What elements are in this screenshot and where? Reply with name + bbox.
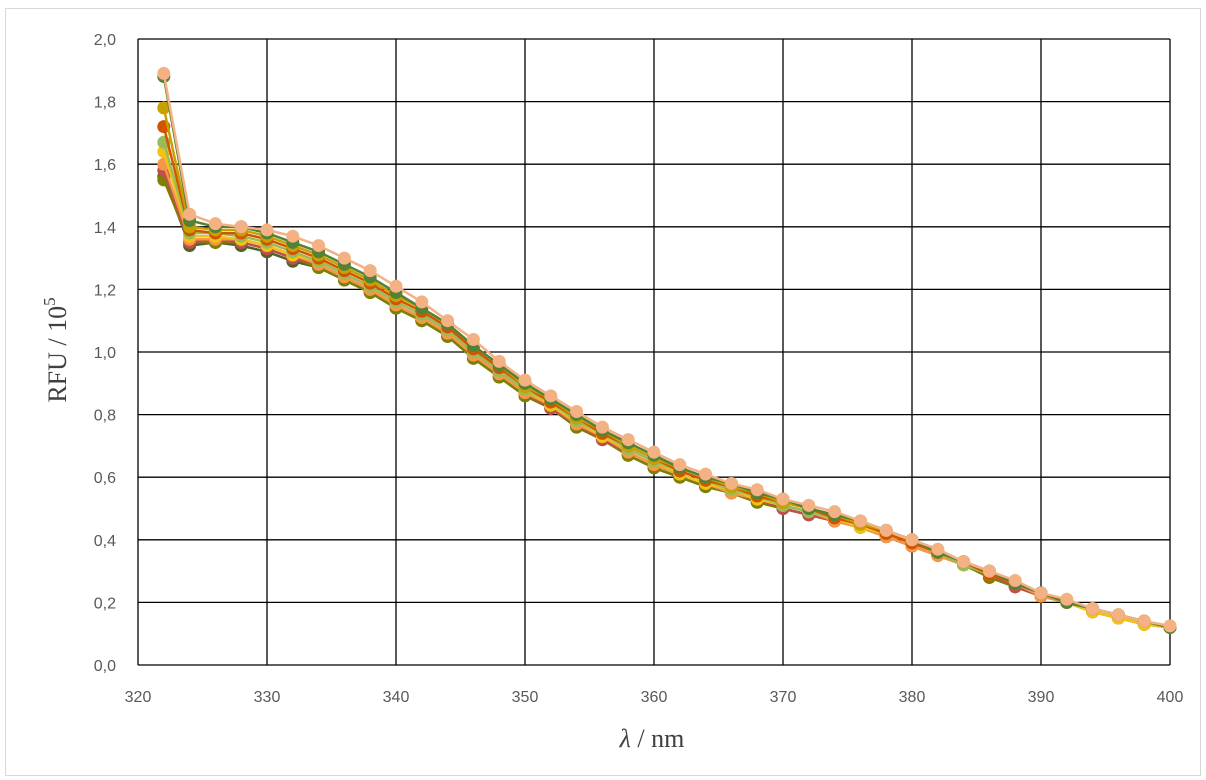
series-7 — [157, 120, 1177, 634]
data-point — [337, 251, 351, 265]
x-tick-label: 330 — [254, 689, 281, 706]
data-point — [724, 476, 738, 490]
x-tick-label: 390 — [1028, 689, 1055, 706]
x-tick-labels: 320 330 340 350 360 370 380 390 400 — [125, 689, 1184, 706]
data-point — [157, 66, 171, 80]
x-tick-label: 400 — [1157, 689, 1184, 706]
data-point — [492, 354, 506, 368]
data-point — [699, 467, 713, 481]
data-point — [312, 239, 326, 253]
series-line — [162, 151, 1171, 629]
data-point — [621, 433, 635, 447]
data-point — [750, 483, 764, 497]
series-line — [162, 170, 1171, 629]
x-tick-label: 340 — [383, 689, 410, 706]
data-point — [1060, 592, 1074, 606]
y-tick-label: 1,0 — [94, 345, 116, 362]
series-1 — [157, 170, 1177, 634]
data-point — [879, 523, 893, 537]
x-tick-label: 370 — [770, 689, 797, 706]
data-point — [828, 505, 842, 519]
series-line — [162, 73, 1171, 628]
y-tick-label: 0,6 — [94, 470, 116, 487]
series-5 — [157, 145, 1177, 634]
data-point — [157, 101, 171, 115]
data-point — [673, 458, 687, 472]
gridlines — [137, 38, 1171, 666]
x-tick-label: 380 — [899, 689, 926, 706]
y-tick-label: 0,0 — [94, 658, 116, 675]
y-tick-label: 1,2 — [94, 282, 116, 299]
series-8 — [157, 101, 1177, 634]
data-point — [208, 217, 222, 231]
x-axis-unit: / nm — [631, 724, 684, 753]
data-point — [234, 220, 248, 234]
data-point — [776, 492, 790, 506]
chart-frame — [5, 8, 1201, 776]
data-point — [544, 389, 558, 403]
data-point — [1034, 586, 1048, 600]
data-point — [286, 229, 300, 243]
y-tick-label: 0,8 — [94, 408, 116, 425]
data-point — [1111, 608, 1125, 622]
series-4 — [157, 157, 1177, 634]
series-line — [162, 163, 1171, 629]
x-tick-label: 320 — [125, 689, 152, 706]
data-point — [595, 420, 609, 434]
data-point — [853, 514, 867, 528]
series-10 — [157, 66, 1177, 633]
data-point — [260, 223, 274, 237]
data-point — [570, 404, 584, 418]
y-tick-label: 1,8 — [94, 95, 116, 112]
x-tick-label: 350 — [512, 689, 539, 706]
data-point — [931, 542, 945, 556]
y-axis-base: RFU / 10 — [43, 306, 72, 403]
data-point — [1008, 573, 1022, 587]
data-point — [466, 332, 480, 346]
y-axis-title: RFU / 105 — [40, 297, 72, 402]
series-line — [162, 107, 1171, 629]
x-axis-variable: λ — [619, 724, 631, 753]
data-point — [183, 207, 197, 221]
y-tick-label: 1,6 — [94, 157, 116, 174]
data-point — [1137, 614, 1151, 628]
data-point — [518, 373, 532, 387]
y-tick-label: 1,4 — [94, 220, 116, 237]
data-point — [441, 314, 455, 328]
y-tick-labels: 0,0 0,2 0,4 0,6 0,8 1,0 1,2 1,4 1,6 1,8 2,0 — [94, 32, 116, 675]
data-point — [1086, 602, 1100, 616]
data-point — [982, 564, 996, 578]
series-line — [162, 179, 1171, 629]
y-tick-label: 2,0 — [94, 32, 116, 49]
series-line — [162, 126, 1171, 629]
data-point — [415, 295, 429, 309]
x-tick-label: 360 — [641, 689, 668, 706]
y-tick-label: 0,4 — [94, 533, 116, 550]
series-group — [157, 66, 1177, 634]
x-axis-title: λ / nm — [619, 724, 685, 753]
data-point — [363, 264, 377, 278]
series-3 — [157, 163, 1177, 634]
series-line — [162, 76, 1171, 629]
y-tick-label: 0,2 — [94, 595, 116, 612]
data-point — [802, 498, 816, 512]
data-point — [647, 445, 661, 459]
series-6 — [157, 135, 1177, 634]
series-line — [162, 141, 1171, 629]
y-axis-exponent: 5 — [40, 297, 59, 306]
data-point — [1163, 619, 1177, 633]
data-point — [389, 279, 403, 293]
data-point — [905, 533, 919, 547]
data-point — [957, 555, 971, 569]
